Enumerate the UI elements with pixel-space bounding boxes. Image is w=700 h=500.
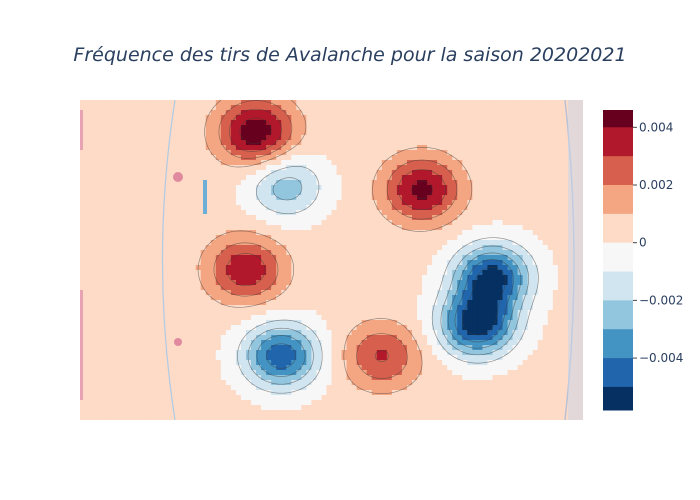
colorbar-band-7 [603, 300, 633, 330]
rink-mark-0 [161, 100, 176, 420]
rink-mark-3 [174, 338, 182, 346]
rink-mark-2 [173, 172, 183, 182]
colorbar-band-2 [603, 156, 633, 186]
plot-area [80, 100, 583, 420]
colorbar-tick-label-2: 0 [639, 236, 647, 250]
colorbar-band-10 [603, 386, 633, 411]
colorbar: 0.004 0.002 0 −0.002 −0.004 [603, 110, 683, 411]
colorbar-tick-label-1: 0.002 [639, 178, 673, 192]
rink-mark-5 [568, 100, 583, 420]
colorbar-band-8 [603, 329, 633, 359]
contour-fill [80, 100, 583, 420]
rink-outline [80, 100, 583, 420]
colorbar-band-3 [603, 185, 633, 215]
colorbar-tick-label-3: −0.002 [639, 293, 683, 307]
colorbar-tick-label-0: 0.004 [639, 120, 673, 134]
colorbar-tick-label-4: −0.004 [639, 351, 683, 365]
rink-mark-7 [80, 290, 83, 400]
colorbar-band-4 [603, 213, 633, 244]
colorbar-band-9 [603, 358, 633, 388]
chart-title: Fréquence des tirs de Avalanche pour la … [73, 44, 627, 66]
rink-mark-1 [203, 180, 207, 214]
rink-mark-6 [80, 110, 83, 150]
colorbar-band-0 [603, 110, 633, 128]
colorbar-band-6 [603, 271, 633, 301]
colorbar-band-5 [603, 242, 633, 273]
contour-lines [197, 100, 539, 395]
colorbar-band-1 [603, 127, 633, 157]
